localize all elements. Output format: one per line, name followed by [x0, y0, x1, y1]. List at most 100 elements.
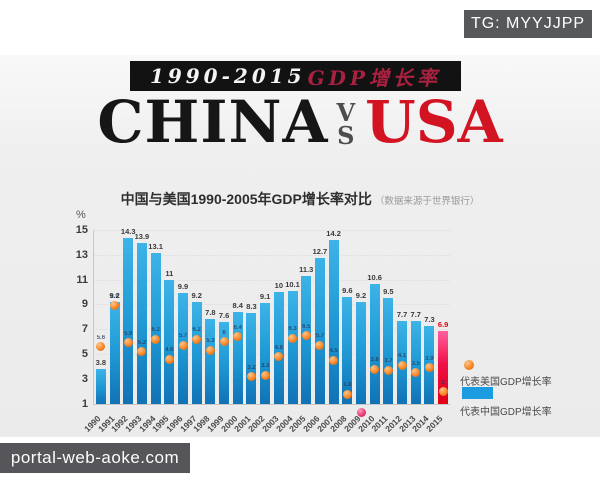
- usa-dot-2013: [411, 368, 421, 378]
- watermark: portal-web-aoke.com: [0, 443, 190, 473]
- usa-dot-value-label: 6.4: [233, 324, 242, 331]
- tg-badge: TG: MYYJJPP: [464, 10, 592, 38]
- gridline-v: [340, 230, 342, 404]
- usa-dot-value-label: 6.2: [151, 327, 160, 334]
- usa-dot-2002: [260, 370, 270, 380]
- gridline-v: [189, 230, 191, 404]
- usa-dot-value-label: 3.9: [425, 355, 434, 362]
- y-tick-label: 1: [81, 398, 88, 410]
- usa-dot-value-label: 5.3: [206, 338, 215, 345]
- bar-value-label: 11.3: [299, 264, 314, 274]
- gridline-v: [244, 230, 246, 404]
- headline-vs: V S: [336, 98, 356, 148]
- usa-dot-2005: [301, 331, 311, 341]
- y-tick-label: 15: [75, 223, 88, 236]
- y-tick-label: 7: [81, 323, 88, 336]
- bar-value-label: 9.2: [355, 290, 367, 300]
- usa-dot-value-label: 4.6: [165, 347, 174, 354]
- bar-value-label: 9.6: [342, 285, 353, 295]
- bar-1991: [109, 301, 120, 404]
- gridline-v: [313, 230, 315, 404]
- gridline-v: [285, 230, 287, 404]
- usa-dot-1994: [151, 334, 161, 344]
- legend-usa-label: 代表美国GDP增长率: [460, 377, 552, 388]
- gridline-v: [272, 230, 273, 404]
- usa-dot-value-label: 4.8: [274, 344, 284, 351]
- tg-badge-label: TG: MYYJJPP: [470, 15, 586, 32]
- legend-china-label: 代表中国GDP增长率: [460, 407, 552, 418]
- title-banner: 1990-2015 GDP增长率: [130, 61, 461, 91]
- bar-value-label: 7.3: [424, 314, 435, 324]
- bar-value-label: 7.6: [218, 310, 230, 320]
- gridline-v: [107, 230, 109, 404]
- bar-1999: [219, 321, 230, 404]
- legend-usa-dot-icon: [464, 360, 474, 370]
- y-tick-label: 3: [81, 373, 88, 386]
- bar-2015: [438, 330, 449, 404]
- bar-value-label: 7.8: [205, 308, 216, 318]
- bar-value-label: 6.9: [437, 319, 449, 329]
- bar-value-label: 10.1: [285, 279, 300, 289]
- banner-years: 1990-2015: [149, 64, 306, 88]
- bar-value-label: 8.4: [232, 300, 243, 310]
- usa-dot-1999: [219, 337, 229, 347]
- usa-dot-1997: [192, 334, 202, 344]
- usa-dot-1996: [178, 340, 188, 350]
- headline-usa: USA: [365, 88, 503, 156]
- bar-value-label: 9.1: [259, 292, 271, 302]
- bar-value-label: 8.3: [246, 302, 257, 312]
- usa-dot-1991: [110, 301, 120, 311]
- usa-dot-2007: [329, 355, 339, 365]
- bar-2001: [246, 313, 257, 404]
- gridline-v: [381, 230, 383, 404]
- bar-value-label: 11: [165, 268, 174, 278]
- usa-dot-1993: [137, 347, 147, 357]
- usa-dot-value-label: 5.6: [96, 334, 106, 341]
- gridline-v: [162, 230, 164, 404]
- usa-dot-value-label: 6: [222, 329, 226, 336]
- bar-2008: [342, 296, 353, 404]
- chart-title-source: （数据来源于世界银行）: [374, 196, 480, 207]
- usa-dot-value-label: 3.5: [411, 360, 420, 367]
- usa-dot-2012: [397, 360, 407, 370]
- bar-value-label: 9.2: [191, 290, 202, 300]
- gridline-v: [258, 230, 260, 404]
- headline: CHINA V S USA: [0, 93, 600, 151]
- bar-value-label: 9.5: [383, 287, 394, 297]
- bar-2013: [410, 320, 421, 404]
- bar-1990: [95, 369, 106, 404]
- usa-dot-2001: [246, 372, 256, 382]
- bar-2002: [260, 303, 271, 404]
- gridline-v: [408, 230, 410, 404]
- gridline-v: [436, 230, 438, 404]
- usa-dot-1992: [123, 338, 133, 348]
- gridline-v: [395, 230, 397, 404]
- bar-value-label: 14.2: [326, 228, 341, 238]
- y-tick-label: 13: [75, 248, 88, 261]
- usa-dot-2004: [288, 333, 298, 343]
- banner-gdp-label: GDP增长率: [307, 65, 442, 90]
- vs-top-letter: V: [336, 98, 356, 128]
- bar-value-label: 7.7: [410, 309, 421, 319]
- usa-dot-value-label: 4.5: [329, 348, 338, 355]
- usa-dot-value-label: 1.8: [343, 382, 352, 389]
- bar-value-label: 7.7: [396, 309, 408, 319]
- chart-plot-area: 15 13 11 9 7 5 3 1 3.8 9.2 14.3 13.9 13.1 11 9.9 9.2 7.8…: [76, 224, 451, 434]
- bar-2003: [273, 291, 284, 404]
- chart-title-main: 中国与美国1990-2005年GDP增长率对比: [120, 191, 372, 207]
- usa-dot-1998: [205, 345, 215, 355]
- legend-china-swatch-icon: [462, 387, 493, 399]
- bar-1993: [136, 243, 147, 404]
- gridline-v: [135, 230, 137, 404]
- gridline-v: [367, 230, 369, 404]
- bar-1994: [150, 253, 161, 404]
- bar-value-label: 13.1: [148, 242, 163, 252]
- gridline-v: [176, 230, 178, 404]
- gridline-v: [217, 230, 219, 404]
- bar-1995: [164, 279, 175, 404]
- usa-dot-value-label: 5.2: [137, 339, 147, 346]
- usa-dot-2003: [274, 352, 284, 362]
- usa-dot-value-label: 3.8: [370, 357, 379, 364]
- bar-1998: [205, 319, 216, 404]
